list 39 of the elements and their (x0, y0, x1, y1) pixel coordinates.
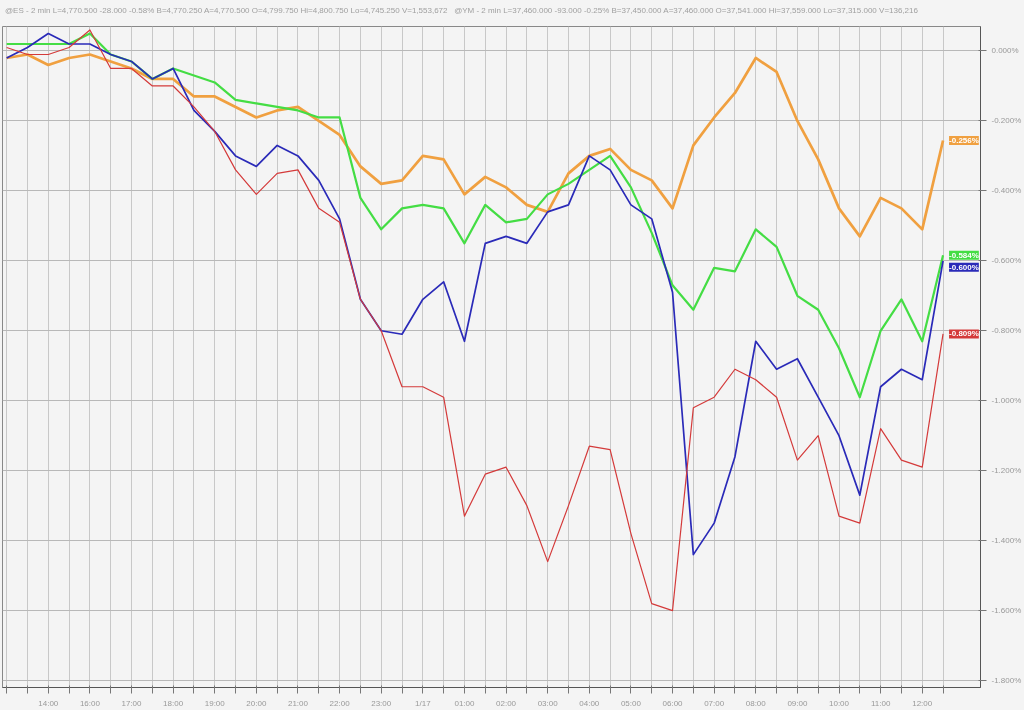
x-tick-label: 03:00 (537, 698, 559, 708)
x-tick-label: 10:00 (828, 698, 850, 708)
x-tick-label: 12:00 (912, 698, 933, 708)
x-tick-label: 05:00 (620, 698, 642, 708)
x-tick-label: 14:00 (38, 698, 59, 708)
x-tick-label: 01:00 (454, 698, 476, 708)
x-tick-label: 1/17 (415, 698, 432, 708)
line-series (5, 32, 945, 399)
x-tick-label: 23:00 (371, 698, 392, 708)
text: @ES - 2 min L=4,770.500 -28.000 -0.58% B=4,770.250 A=4,770.500 O=4,799.750 Hi=4,800.750 Lo=4,745.250 V=1,553,672 @YM - 2 min L=37,460.000 -93.000 -0.25% B=37,450.000 A=37,460.000 O=37,541.000 Hi=37,559.000 Lo=37,315.000 V=136,216 (5, 6, 918, 15)
data-label: -0.584% (949, 250, 979, 260)
y-tick-label: -0.600% (991, 256, 1022, 266)
y-tick-label: -0.400% (991, 186, 1022, 196)
x-tick-label: 04:00 (579, 698, 600, 708)
x-tick-label: 11:00 (870, 698, 891, 708)
x-tick-label: 21:00 (287, 698, 309, 708)
x-tick-label: 20:00 (246, 698, 267, 708)
x-tick-label: 19:00 (204, 698, 226, 708)
x-tick-label: 08:00 (745, 698, 767, 708)
y-tick-label: -1.000% (991, 396, 1022, 406)
y-tick-label: -0.800% (991, 326, 1022, 336)
x-tick-label: 07:00 (704, 698, 725, 708)
line-series (5, 53, 945, 238)
x-tick-label: 18:00 (163, 698, 184, 708)
data-label: -0.809% (949, 329, 979, 339)
y-tick-label: 0.000% (991, 46, 1019, 56)
data-label: -0.600% (949, 262, 979, 272)
x-tick-label: 17:00 (121, 698, 143, 708)
x-tick-label: 22:00 (329, 698, 351, 708)
y-tick-label: -1.200% (991, 466, 1022, 476)
x-tick-label: 16:00 (79, 698, 101, 708)
data-label: -0.256% (949, 136, 979, 146)
x-tick-label: 02:00 (496, 698, 517, 708)
y-tick-label: -0.200% (991, 116, 1022, 126)
y-tick-label: -1.400% (991, 536, 1022, 546)
y-tick-label: -1.600% (991, 606, 1022, 616)
x-tick-label: 06:00 (662, 698, 684, 708)
y-tick-label: -1.800% (991, 676, 1022, 686)
x-tick-label: 09:00 (787, 698, 808, 708)
